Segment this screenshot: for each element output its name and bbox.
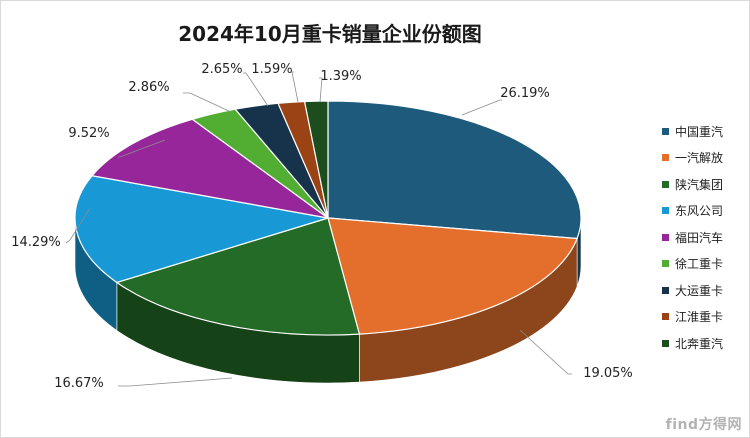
data-label-6: 2.65% <box>201 62 242 77</box>
legend-swatch <box>662 180 669 188</box>
leader-line-8 <box>319 77 323 103</box>
legend-label: 江淮重卡 <box>675 310 724 325</box>
data-label-5: 2.86% <box>128 80 169 95</box>
leader-line-0 <box>461 99 502 116</box>
legend-item: 陕汽集团 <box>662 171 748 198</box>
legend-swatch <box>662 313 669 321</box>
data-label-7: 1.59% <box>251 62 292 77</box>
data-label-8: 1.39% <box>320 69 361 84</box>
legend-swatch <box>662 286 669 294</box>
data-label-4: 9.52% <box>68 126 109 141</box>
leader-line-4 <box>118 139 166 158</box>
legend-item: 东风公司 <box>662 198 748 225</box>
legend-swatch <box>662 339 669 347</box>
data-label-3: 14.29% <box>11 235 61 250</box>
watermark: find方得网 <box>665 417 742 433</box>
legend-swatch <box>662 207 669 215</box>
legend-swatch <box>662 127 669 135</box>
legend-label: 一汽解放 <box>675 151 724 166</box>
pie-slice-1 <box>327 217 578 335</box>
data-label-1: 19.05% <box>583 366 633 381</box>
legend-label: 中国重汽 <box>675 124 724 139</box>
leader-line-2 <box>118 377 233 387</box>
chart-title: 2024年10月重卡销量企业份额图 <box>178 22 482 46</box>
pie-slice-4 <box>90 118 329 219</box>
data-label-2: 16.67% <box>54 376 104 391</box>
legend-item: 大运重卡 <box>662 277 748 304</box>
pie-slice-0 <box>327 100 582 240</box>
leader-line-6 <box>243 72 269 107</box>
pie-slice-2 <box>115 217 361 336</box>
legend-item: 福田汽车 <box>662 224 748 251</box>
legend-item: 江淮重卡 <box>662 304 748 331</box>
chart-legend: 中国重汽一汽解放陕汽集团东风公司福田汽车徐工重卡大运重卡江淮重卡北奔重汽 <box>662 118 748 357</box>
legend-label: 大运重卡 <box>675 283 724 298</box>
leader-line-3 <box>65 207 91 244</box>
legend-swatch <box>662 260 669 268</box>
leader-line-7 <box>291 71 299 103</box>
legend-label: 陕汽集团 <box>675 177 724 192</box>
legend-swatch <box>662 154 669 162</box>
data-label-0: 26.19% <box>500 86 550 101</box>
legend-label: 北奔重汽 <box>675 336 724 351</box>
legend-item: 一汽解放 <box>662 145 748 172</box>
legend-label: 福田汽车 <box>675 230 724 245</box>
legend-label: 东风公司 <box>675 204 724 219</box>
legend-item: 北奔重汽 <box>662 330 748 357</box>
leader-line-1 <box>519 329 572 375</box>
pie-slice-8 <box>303 100 329 219</box>
pie-slice-3 <box>74 175 329 284</box>
legend-item: 徐工重卡 <box>662 251 748 278</box>
leader-line-5 <box>183 92 232 113</box>
legend-item: 中国重汽 <box>662 118 748 145</box>
legend-swatch <box>662 233 669 241</box>
legend-label: 徐工重卡 <box>675 257 724 272</box>
